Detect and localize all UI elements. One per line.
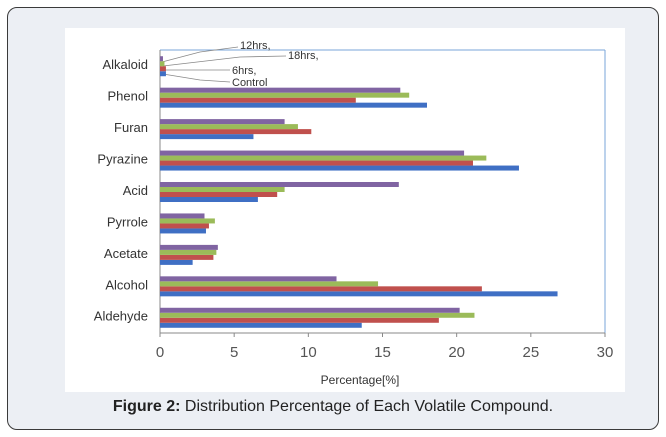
legend-label: 12hrs, — [240, 40, 271, 52]
caption-text: Distribution Percentage of Each Volatile… — [184, 398, 554, 415]
x-tick-label: 15 — [374, 344, 391, 361]
x-tick-label: 20 — [448, 344, 465, 361]
bar — [160, 124, 298, 130]
bar — [160, 276, 337, 282]
y-tick-label: Alkaloid — [102, 57, 148, 72]
bar — [160, 97, 356, 103]
legend-label: Control — [232, 77, 267, 89]
bar — [160, 92, 410, 98]
x-axis-label: Percentage[%] — [321, 373, 400, 387]
bar — [160, 281, 379, 287]
bar — [160, 129, 312, 135]
caption-label: Figure 2: — [112, 398, 181, 415]
chart-area — [65, 28, 625, 392]
bar — [160, 254, 214, 260]
bar — [160, 307, 460, 313]
legend-leaders — [161, 46, 287, 83]
y-tick-label: Furan — [114, 120, 148, 135]
x-tick-label: 25 — [522, 344, 539, 361]
bar — [160, 312, 475, 318]
y-tick-label: Phenol — [108, 89, 149, 104]
y-tick-label: Acetate — [104, 246, 148, 261]
x-tick-label: 5 — [230, 344, 238, 361]
bar — [160, 56, 163, 62]
y-tick-label: Pyrrole — [107, 214, 148, 229]
bar — [160, 102, 427, 108]
bar — [160, 286, 482, 292]
bar — [160, 155, 487, 161]
bar — [160, 322, 362, 328]
bar — [160, 187, 285, 192]
bar — [160, 61, 165, 67]
y-tick-label: Aldehyde — [94, 309, 148, 324]
caption: Figure 2: Distribution Percentage of Eac… — [0, 398, 666, 416]
bar — [160, 223, 209, 229]
bar — [160, 192, 278, 197]
bar — [160, 249, 217, 255]
bar — [160, 150, 465, 156]
bar — [160, 259, 193, 265]
bar — [160, 213, 205, 219]
x-tick-label: 30 — [597, 344, 614, 361]
bar — [160, 317, 439, 323]
y-tick-label: Acid — [123, 183, 148, 198]
legend-label: 18hrs, — [288, 50, 319, 62]
bar — [160, 71, 166, 77]
bar — [160, 228, 206, 234]
x-tick-label: 0 — [156, 344, 164, 361]
y-tick-label: Pyrazine — [97, 151, 148, 166]
bar — [160, 291, 558, 297]
legend-label: 6hrs, — [232, 65, 256, 77]
x-tick-label: 10 — [300, 344, 317, 361]
bar — [160, 182, 399, 187]
bar — [160, 197, 258, 202]
bar — [160, 218, 215, 224]
bar — [160, 119, 285, 125]
y-tick-label: Alcohol — [105, 277, 148, 292]
bar — [160, 165, 519, 171]
bar — [160, 134, 254, 140]
bar — [160, 87, 401, 93]
bar — [160, 66, 166, 72]
bar — [160, 244, 218, 250]
bar — [160, 160, 473, 166]
